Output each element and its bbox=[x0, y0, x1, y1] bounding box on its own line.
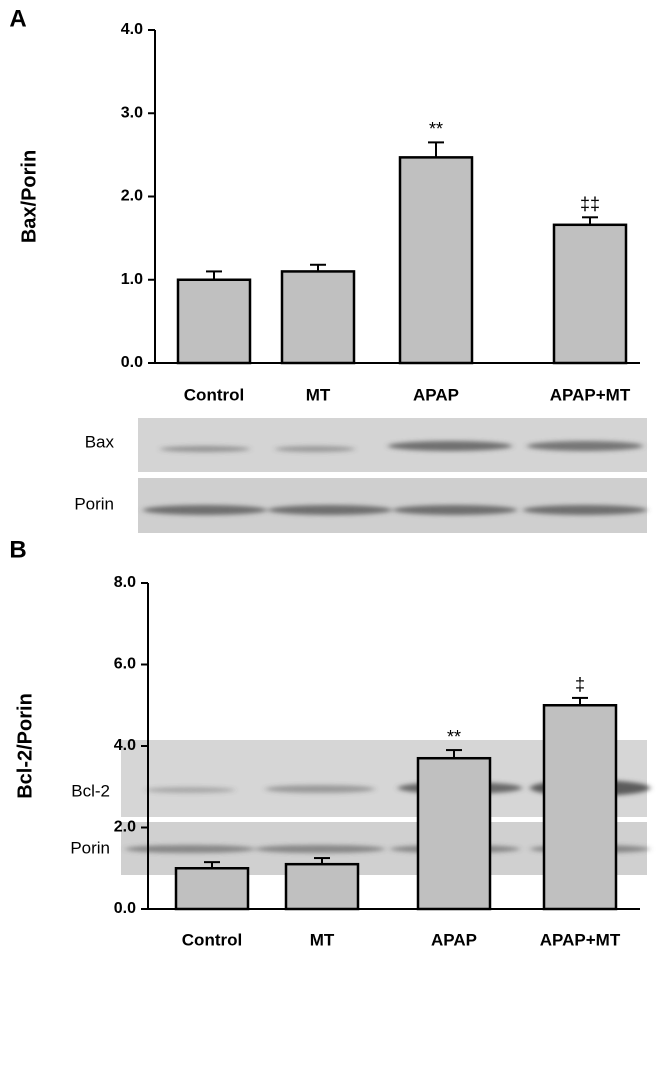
y-tick-label: 2.0 bbox=[114, 819, 136, 836]
y-tick-label: 0.0 bbox=[114, 900, 136, 917]
y-tick-label: 0.0 bbox=[121, 354, 143, 371]
x-tick-label: Control bbox=[184, 385, 244, 404]
blot-label: Bcl-2 bbox=[71, 781, 110, 800]
y-tick-label: 4.0 bbox=[121, 21, 143, 38]
bar bbox=[398, 156, 474, 365]
panel-label: A bbox=[9, 5, 26, 32]
y-axis-label: Bcl-2/Porin bbox=[14, 693, 36, 799]
bar bbox=[284, 862, 360, 911]
x-tick-label: MT bbox=[310, 930, 335, 949]
significance-mark: ‡‡ bbox=[580, 194, 600, 214]
blot-label: Porin bbox=[70, 838, 110, 857]
panel-label: B bbox=[9, 536, 26, 563]
x-tick-label: APAP+MT bbox=[540, 930, 621, 949]
bar bbox=[176, 278, 252, 365]
x-tick-label: APAP bbox=[413, 385, 459, 404]
x-tick-label: APAP+MT bbox=[550, 385, 631, 404]
significance-mark: ‡ bbox=[575, 675, 585, 695]
y-tick-label: 6.0 bbox=[114, 656, 136, 673]
y-tick-label: 3.0 bbox=[121, 104, 143, 121]
bar bbox=[552, 223, 628, 365]
y-axis-label: Bax/Porin bbox=[18, 150, 40, 243]
y-tick-label: 8.0 bbox=[114, 574, 136, 591]
significance-mark: ** bbox=[447, 727, 461, 747]
x-tick-label: Control bbox=[182, 930, 242, 949]
y-tick-label: 4.0 bbox=[114, 737, 136, 754]
significance-mark: ** bbox=[429, 119, 443, 139]
bar bbox=[542, 704, 618, 911]
y-tick-label: 2.0 bbox=[121, 188, 143, 205]
x-tick-label: APAP bbox=[431, 930, 477, 949]
y-tick-label: 1.0 bbox=[121, 271, 143, 288]
blot-label: Porin bbox=[74, 494, 114, 513]
bar bbox=[416, 756, 492, 911]
bar bbox=[174, 867, 250, 911]
bar bbox=[280, 270, 356, 365]
x-tick-label: MT bbox=[306, 385, 331, 404]
blot-label: Bax bbox=[85, 432, 115, 451]
